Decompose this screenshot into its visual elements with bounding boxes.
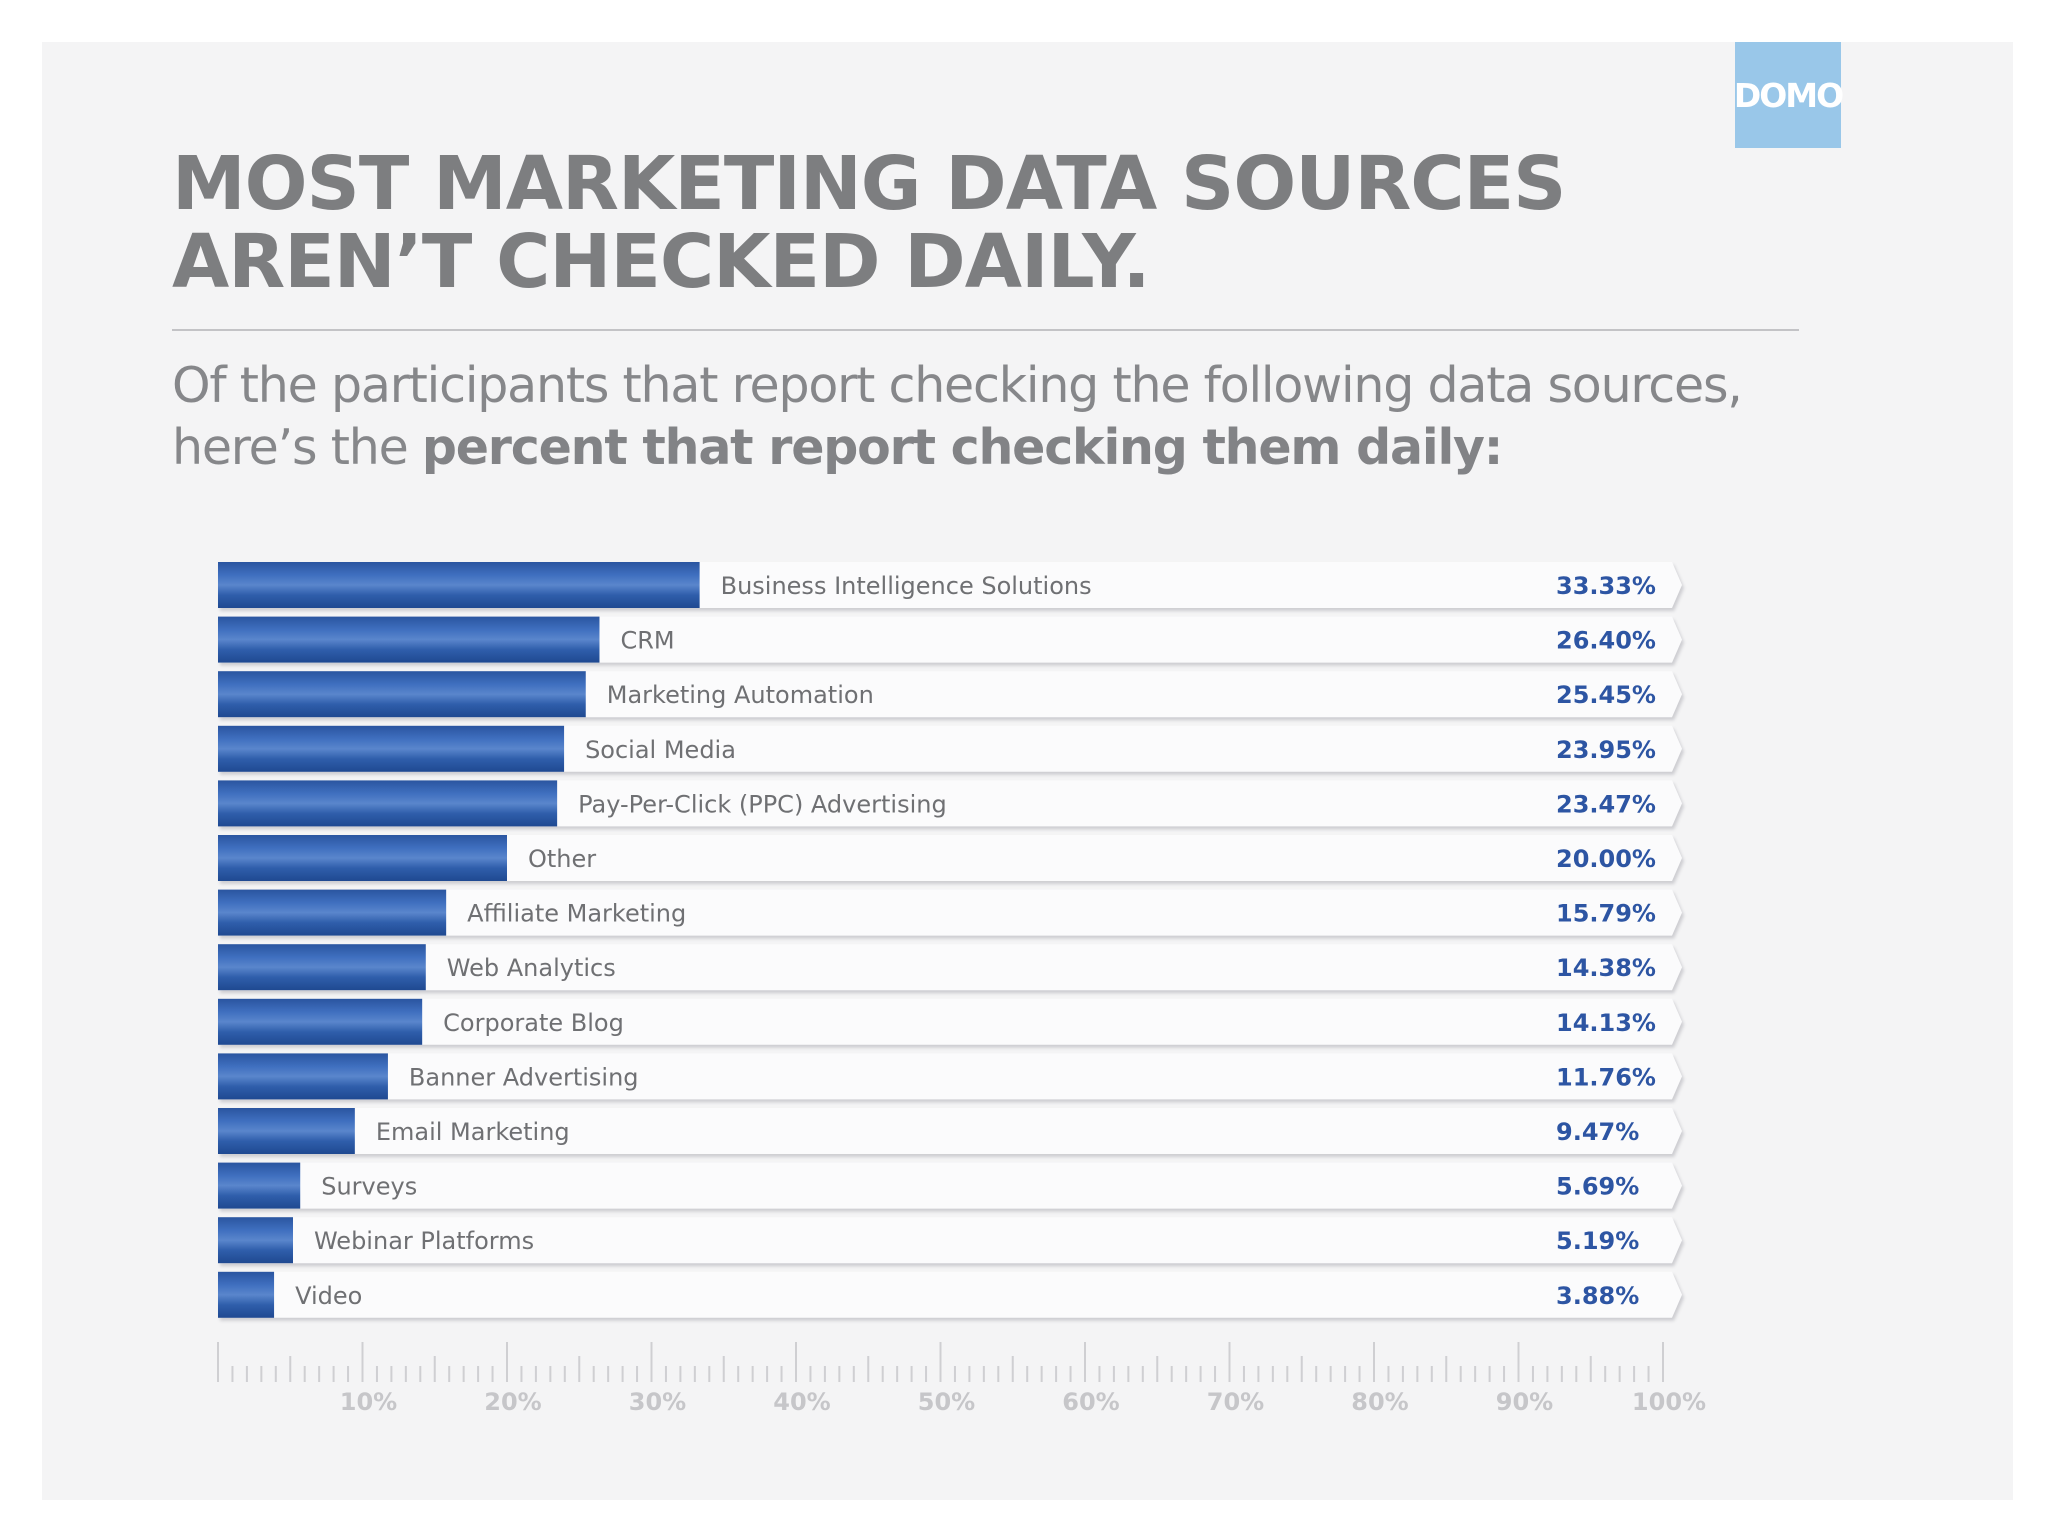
title-divider <box>172 329 1799 331</box>
bar-track <box>218 725 1682 772</box>
axis-tick-label: 40% <box>773 1388 830 1416</box>
axis-tick-label: 70% <box>1207 1388 1264 1416</box>
bar-3 <box>218 725 565 772</box>
bar-value-label: 33.33% <box>1556 572 1656 600</box>
bar-track <box>218 889 1682 936</box>
bar-category-label: Banner Advertising <box>409 1063 639 1091</box>
bar-track <box>218 1053 1682 1100</box>
bar-track <box>218 1271 1682 1318</box>
subtitle-emphasis: percent that report checking them daily: <box>421 419 1503 476</box>
bar-0 <box>218 562 700 608</box>
bar-track <box>218 1162 1682 1209</box>
bar-category-label: CRM <box>620 627 674 655</box>
bar-value-label: 5.19% <box>1556 1227 1639 1255</box>
bar-10 <box>218 1108 355 1154</box>
subtitle-line-1: Of the participants that report checking… <box>172 357 1743 414</box>
bar-value-label: 25.45% <box>1556 681 1656 709</box>
bar-category-label: Business Intelligence Solutions <box>721 572 1092 600</box>
bar-value-label: 23.95% <box>1556 736 1656 764</box>
bar-category-label: Affiliate Marketing <box>467 900 686 928</box>
subtitle-prefix: here’s the <box>172 419 422 476</box>
bar-value-label: 14.13% <box>1556 1009 1656 1037</box>
bar-track <box>218 780 1682 827</box>
title-line-1: MOST MARKETING DATA SOURCES <box>172 141 1566 227</box>
bar-value-label: 3.88% <box>1556 1282 1639 1310</box>
title-line-2: AREN’T CHECKED DAILY. <box>172 219 1151 305</box>
bar-category-label: Marketing Automation <box>607 681 874 709</box>
bar-track <box>218 1108 1682 1154</box>
bar-6 <box>218 889 447 936</box>
bar-11 <box>218 1162 301 1209</box>
bar-value-label: 9.47% <box>1556 1118 1639 1146</box>
bar-category-label: Surveys <box>321 1173 417 1201</box>
chart-subtitle: Of the participants that report checking… <box>172 355 1822 479</box>
bar-value-label: 14.38% <box>1556 954 1656 982</box>
axis-tick-label: 10% <box>340 1388 397 1416</box>
bar-9 <box>218 1053 388 1100</box>
bar-category-label: Email Marketing <box>376 1118 570 1146</box>
bar-category-label: Webinar Platforms <box>314 1227 534 1255</box>
bar-category-label: Video <box>295 1282 362 1310</box>
bar-track <box>218 998 1682 1045</box>
domo-logo: DOMO <box>1734 42 1844 148</box>
axis-tick-label: 90% <box>1496 1388 1553 1416</box>
page-title: MOST MARKETING DATA SOURCES AREN’T CHECK… <box>172 145 1672 301</box>
bar-2 <box>218 671 586 718</box>
bar-1 <box>218 616 600 663</box>
bar-5 <box>218 835 507 881</box>
axis-tick-label: 30% <box>629 1388 686 1416</box>
subtitle-line-2: here’s the percent that report checking … <box>172 417 1822 479</box>
bar-value-label: 26.40% <box>1556 627 1656 655</box>
axis-tick-label: 60% <box>1062 1388 1119 1416</box>
bar-13 <box>218 1271 275 1318</box>
bar-value-label: 11.76% <box>1556 1063 1656 1091</box>
bar-value-label: 15.79% <box>1556 900 1656 928</box>
bar-labels: Business Intelligence Solutions 33.33% CRM… <box>295 572 1656 1310</box>
bar-category-label: Social Media <box>585 736 736 764</box>
bar-category-label: Other <box>528 845 596 873</box>
bar-track <box>218 944 1682 991</box>
bar-track <box>218 835 1682 881</box>
bar-track <box>218 1217 1682 1264</box>
bar-category-label: Corporate Blog <box>443 1009 624 1037</box>
bar-category-label: Web Analytics <box>447 954 616 982</box>
bar-4 <box>218 780 558 827</box>
bar-value-label: 23.47% <box>1556 790 1656 818</box>
bar-8 <box>218 998 423 1045</box>
axis-tick-label: 50% <box>918 1388 975 1416</box>
bar-7 <box>218 944 426 991</box>
bar-series <box>218 562 700 1318</box>
axis-tick-label: 100% <box>1632 1388 1706 1416</box>
axis-tick-label: 20% <box>484 1388 541 1416</box>
bar-category-label: Pay-Per-Click (PPC) Advertising <box>578 790 947 818</box>
axis-tick-label: 80% <box>1351 1388 1408 1416</box>
bar-value-label: 20.00% <box>1556 845 1656 873</box>
x-axis: 10% 20% 30% 40% 50% 60% 70% 80% 90% 100% <box>217 1342 1706 1416</box>
bar-value-label: 5.69% <box>1556 1173 1639 1201</box>
bar-12 <box>218 1217 293 1264</box>
